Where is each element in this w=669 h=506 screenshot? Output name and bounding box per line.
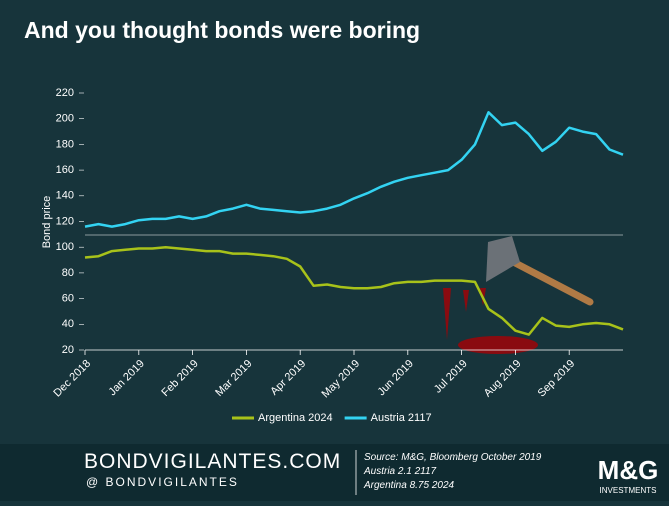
x-tick-label: Jul 2019 bbox=[432, 358, 470, 396]
x-tick-label: Jun 2019 bbox=[375, 358, 415, 398]
y-tick-label: 20 bbox=[62, 344, 74, 356]
x-tick-label: Dec 2018 bbox=[51, 358, 93, 400]
legend-label: Argentina 2024 bbox=[258, 412, 333, 424]
x-tick-label: Feb 2019 bbox=[159, 358, 200, 399]
y-tick-label: 80 bbox=[62, 267, 74, 279]
legend-label: Austria 2117 bbox=[371, 412, 432, 424]
x-tick-label: Jan 2019 bbox=[106, 358, 146, 398]
footer-band bbox=[0, 444, 669, 501]
x-tick-label: Aug 2019 bbox=[482, 358, 524, 400]
y-tick-label: 60 bbox=[62, 293, 74, 305]
y-tick-label: 180 bbox=[56, 138, 74, 150]
logo: M&G bbox=[598, 455, 659, 485]
x-tick-label: Mar 2019 bbox=[213, 358, 254, 399]
note: Argentina 8.75 2024 bbox=[363, 480, 455, 491]
handle: @ BONDVIGILANTES bbox=[86, 475, 239, 489]
y-tick-label: 40 bbox=[62, 318, 74, 330]
y-tick-label: 120 bbox=[56, 215, 74, 227]
y-tick-label: 140 bbox=[56, 190, 74, 202]
y-tick-label: 160 bbox=[56, 164, 74, 176]
x-tick-label: Apr 2019 bbox=[268, 358, 308, 398]
axe-illustration bbox=[443, 236, 594, 354]
y-tick-label: 220 bbox=[56, 87, 74, 99]
y-tick-label: 100 bbox=[56, 241, 74, 253]
note: Austria 2.1 2117 bbox=[363, 466, 437, 477]
x-tick-label: May 2019 bbox=[320, 358, 363, 401]
x-tick-label: Sep 2019 bbox=[536, 358, 578, 400]
brand: BONDVIGILANTES.COM bbox=[84, 450, 341, 473]
logo-sub: INVESTMENTS bbox=[600, 486, 657, 495]
y-axis-label: Bond price bbox=[41, 196, 53, 249]
series-line bbox=[84, 245, 624, 336]
y-tick-label: 200 bbox=[56, 113, 74, 125]
source: Source: M&G, Bloomberg October 2019 bbox=[364, 452, 542, 463]
series-line bbox=[84, 111, 624, 228]
chart-title: And you thought bonds were boring bbox=[24, 17, 420, 43]
